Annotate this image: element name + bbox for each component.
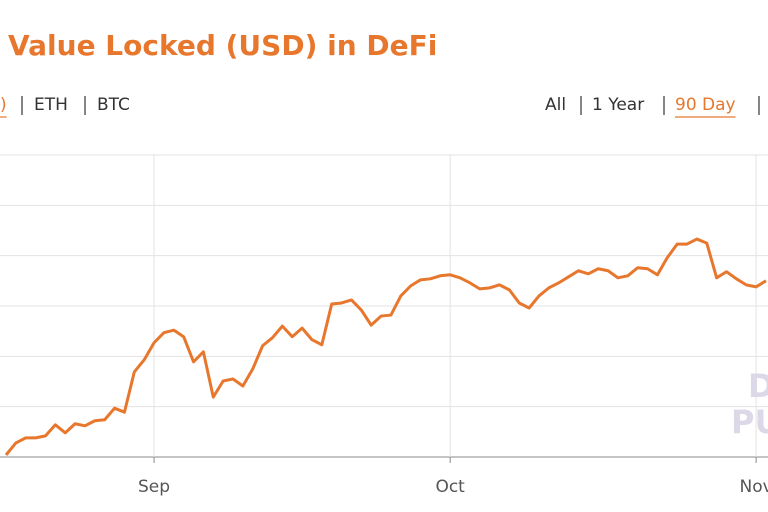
chart-title: Value Locked (USD) in DeFi [8,29,437,62]
x-tick-label: Oct [435,477,465,497]
toggle-option[interactable]: All [545,95,566,115]
toggle-option[interactable]: ) [0,95,7,115]
x-tick-label: Nov [740,477,768,497]
watermark: DPU [731,367,768,441]
watermark-text: D [748,367,768,405]
data-line [4,237,767,456]
x-tick-label: Sep [138,477,170,497]
toggles: ) ETH BTC All 1 Year 90 Day [0,95,760,118]
toggle-option[interactable]: ETH [34,95,68,115]
toggle-option[interactable]: BTC [97,95,130,115]
plot [4,237,767,456]
grid: Sep Oct Nov [0,154,768,497]
watermark-text: PU [731,403,768,441]
toggle-option[interactable]: 90 Day [675,95,736,115]
toggle-option[interactable]: 1 Year [592,95,644,115]
